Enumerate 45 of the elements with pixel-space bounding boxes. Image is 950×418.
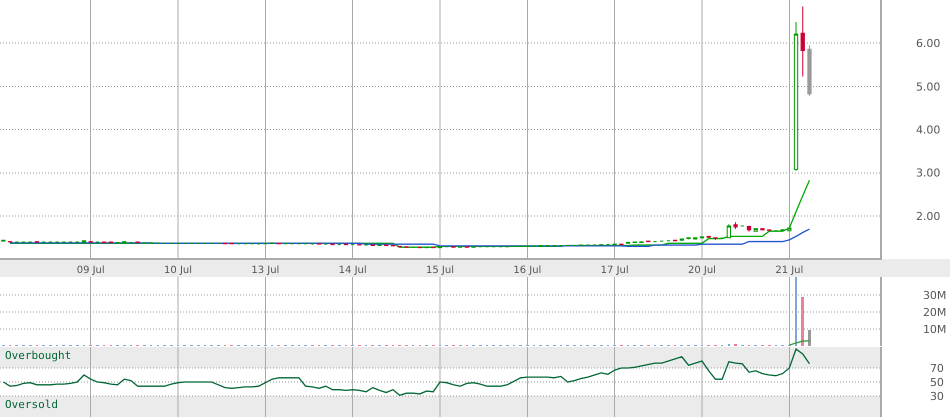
y-tick-label: 50 [930, 376, 944, 389]
x-tick-label: 14 Jul [338, 264, 367, 276]
candlestick [760, 228, 765, 231]
candlestick [774, 230, 778, 232]
candlestick [686, 236, 691, 240]
x-tick-label: 13 Jul [251, 264, 280, 276]
y-tick-label: 6.00 [916, 37, 940, 50]
y-tick-label: 5.00 [916, 80, 940, 94]
y-tick-label: 10M [922, 322, 946, 336]
x-tick-label: 10 Jul [164, 264, 192, 276]
candlestick [713, 236, 718, 240]
candlestick [82, 240, 86, 243]
y-tick-label: 2.00 [916, 210, 940, 223]
candlestick [626, 241, 630, 244]
x-tick-label: 09 Jul [76, 264, 105, 276]
x-tick-label: 15 Jul [426, 264, 454, 276]
band-label: Oversold [5, 398, 58, 411]
y-tick-label: 70 [930, 362, 944, 375]
candlestick [726, 224, 731, 239]
x-tick-label: 16 Jul [513, 264, 542, 276]
candlestick [794, 22, 798, 172]
y-tick-label: 3.00 [916, 166, 940, 180]
candlestick [693, 236, 698, 240]
candlestick [787, 226, 792, 232]
line-series [2, 348, 810, 396]
bar [801, 297, 804, 346]
candlestick [754, 228, 758, 232]
x-tick-label: 20 Jul [688, 264, 716, 276]
candlestick [746, 225, 752, 232]
y-tick-label: 30M [922, 288, 946, 302]
candlestick [680, 238, 684, 241]
y-tick-label: 4.00 [916, 124, 940, 136]
candlestick [767, 228, 772, 232]
candlestick [800, 6, 805, 77]
y-tick-label: 20M [922, 306, 946, 319]
candlestick [646, 240, 650, 243]
x-tick-label: 21 Jul [775, 264, 804, 276]
x-tick-label: 17 Jul [600, 264, 629, 276]
y-tick-label: 30 [930, 390, 944, 403]
candlestick [733, 222, 738, 230]
candlestick [122, 241, 126, 244]
band-label: Overbought [5, 349, 72, 362]
bar [795, 277, 797, 346]
line-series [9, 228, 810, 247]
candlestick [706, 236, 711, 238]
